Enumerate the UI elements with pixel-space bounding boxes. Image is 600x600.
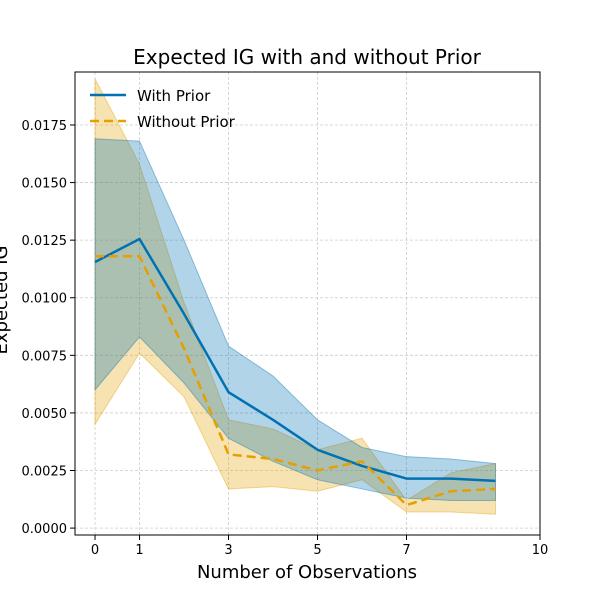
axes-ticks: 0 1 3 5 7 10 0.0000 0.0025 0.0050 0.0075 0.0100 0.0… <box>22 119 549 558</box>
plot-frame <box>74 71 541 536</box>
y-axis-label: Expected IG <box>0 246 12 355</box>
confidence-bands <box>94 78 497 515</box>
legend-label: With Prior <box>137 87 211 105</box>
x-axis-label: Number of Observations <box>197 562 417 583</box>
y-tick-label: 0.0000 <box>22 522 68 537</box>
x-tick-label: 1 <box>135 543 143 558</box>
x-tick-label: 3 <box>224 543 232 558</box>
line-without-prior <box>95 255 496 507</box>
chart-title: Expected IG with and without Prior <box>133 45 481 69</box>
y-tick-label: 0.0150 <box>22 177 68 192</box>
legend: With Prior Without Prior <box>90 87 236 131</box>
y-tick-label: 0.0025 <box>22 465 68 480</box>
x-tick-label: 7 <box>402 543 410 558</box>
plot-area <box>75 72 540 535</box>
y-tick-label: 0.0125 <box>22 234 68 249</box>
line-with-prior <box>94 237 496 483</box>
band-with-prior <box>94 138 497 501</box>
legend-label: Without Prior <box>137 113 236 131</box>
y-tick-label: 0.0050 <box>22 407 68 422</box>
x-tick-label: 10 <box>532 543 549 558</box>
series-lines <box>94 237 496 507</box>
y-tick-label: 0.0100 <box>22 292 68 307</box>
y-tick-label: 0.0075 <box>22 349 68 364</box>
x-tick-label: 5 <box>313 543 321 558</box>
x-tick-label: 0 <box>91 543 99 558</box>
band-without-prior <box>94 78 497 515</box>
y-tick-label: 0.0175 <box>22 119 68 134</box>
